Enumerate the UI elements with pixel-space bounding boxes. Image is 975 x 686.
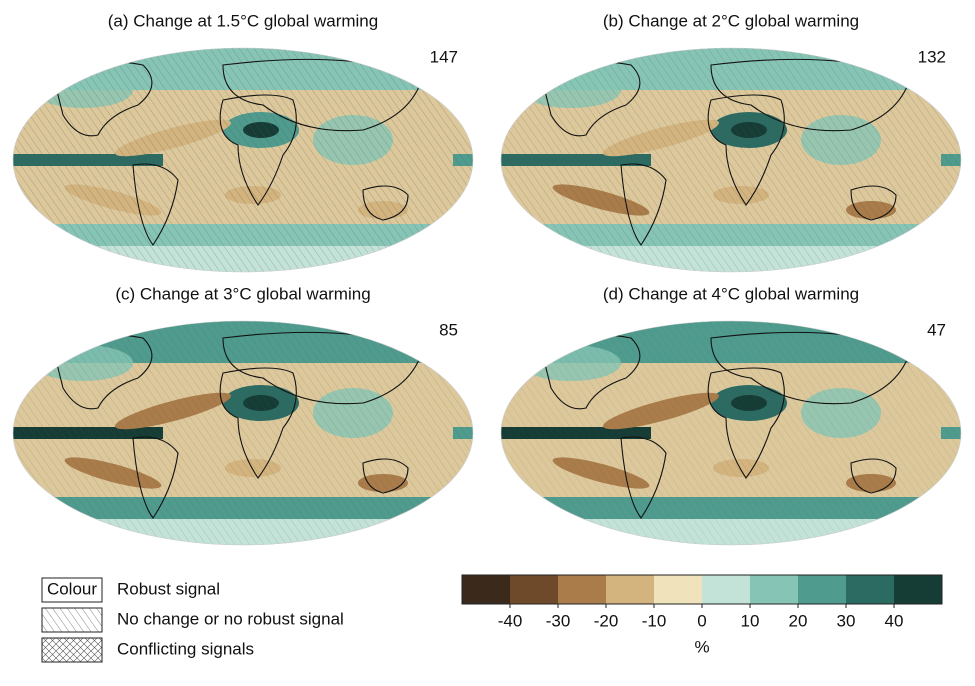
legend-swatch xyxy=(41,577,103,603)
legend: Colour Robust signal No change or no rob… xyxy=(41,577,344,663)
maps: (a) Change at 1.5°C global warming 147 (b)… xyxy=(12,11,962,546)
legend-swatch xyxy=(41,607,103,633)
legend-swatch xyxy=(41,637,103,663)
legend-label: Robust signal xyxy=(117,579,220,598)
hatch-overlay xyxy=(13,321,473,545)
map-border xyxy=(12,320,474,546)
colorbar-tick-label: 40 xyxy=(885,611,904,630)
colorbar-unit: % xyxy=(694,637,709,656)
colorbar-tick-label: 20 xyxy=(789,611,808,630)
colorbar-swatch xyxy=(510,575,558,604)
colorbar-swatch xyxy=(462,575,510,604)
panel-title: (d) Change at 4°C global warming xyxy=(603,284,859,303)
colorbar-tick-label: -30 xyxy=(546,611,571,630)
panel-title: (a) Change at 1.5°C global warming xyxy=(108,11,378,30)
colorbar: -40 -30 -20 -10 0 10 20 30 40% xyxy=(461,574,943,656)
signal-count: 85 xyxy=(439,320,458,339)
colorbar-swatch xyxy=(798,575,846,604)
signal-count: 47 xyxy=(927,320,946,339)
colorbar-swatch xyxy=(750,575,798,604)
signal-count: 132 xyxy=(918,47,946,66)
colorbar-tick-label: -40 xyxy=(498,611,523,630)
colorbar-swatch xyxy=(846,575,894,604)
colorbar-tick-label: 0 xyxy=(697,611,706,630)
map-border xyxy=(500,320,962,546)
map-border xyxy=(500,47,962,273)
colorbar-swatch xyxy=(606,575,654,604)
legend-label: No change or no robust signal xyxy=(117,609,344,628)
colorbar-swatch xyxy=(702,575,750,604)
colorbar-tick-label: -20 xyxy=(594,611,619,630)
colorbar-swatch xyxy=(654,575,702,604)
colorbar-swatch xyxy=(558,575,606,604)
panel-title: (b) Change at 2°C global warming xyxy=(603,11,859,30)
colorbar-tick-label: -10 xyxy=(642,611,667,630)
signal-count: 147 xyxy=(430,47,458,66)
map-border xyxy=(12,47,474,273)
map-panel xyxy=(501,48,961,272)
colorbar-tick-label: 30 xyxy=(837,611,856,630)
hatch-overlay xyxy=(501,48,961,272)
colorbar-tick-label: 10 xyxy=(741,611,760,630)
hatch-overlay xyxy=(13,48,473,272)
map-panel xyxy=(13,321,473,545)
hatch-overlay xyxy=(501,321,961,545)
map-panel xyxy=(13,48,473,272)
colorbar-swatch xyxy=(894,575,942,604)
map-panel xyxy=(501,321,961,545)
panel-title: (c) Change at 3°C global warming xyxy=(115,284,370,303)
legend-swatch-text: Colour xyxy=(47,579,97,598)
legend-label: Conflicting signals xyxy=(117,639,254,658)
